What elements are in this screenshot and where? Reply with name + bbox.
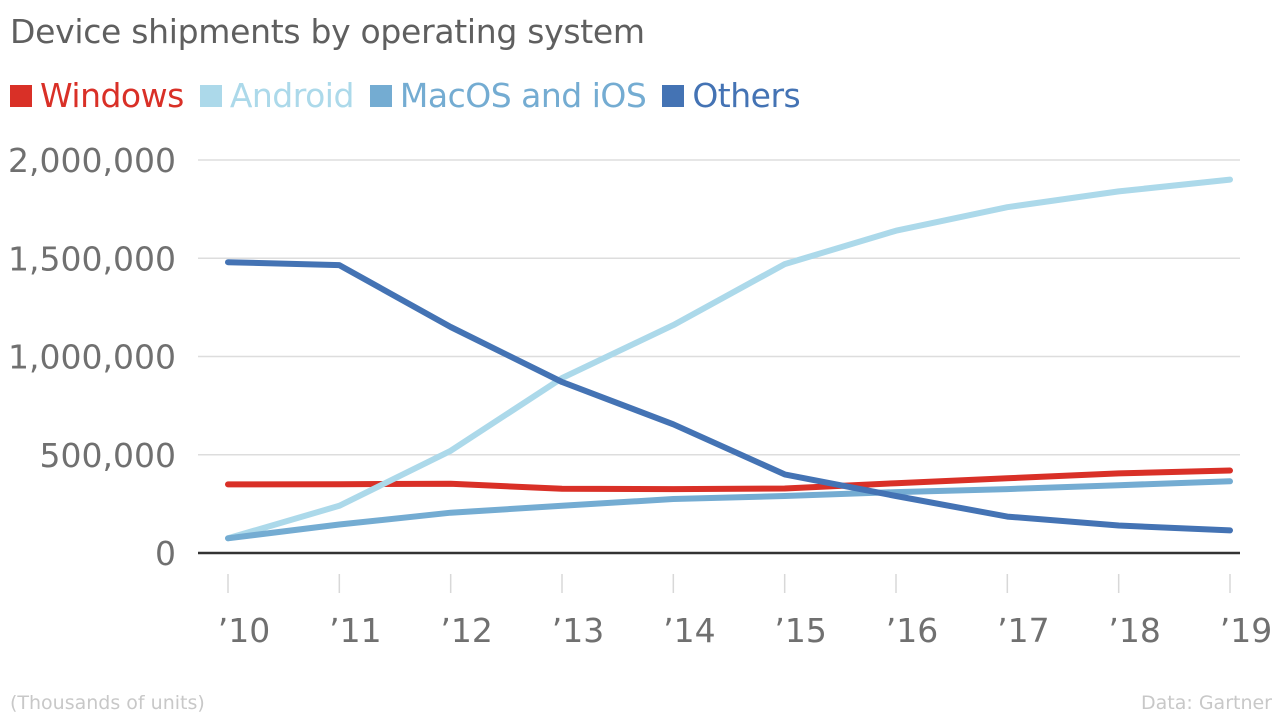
x-tick-label: ’12 xyxy=(440,611,492,650)
legend-item-macos-ios[interactable]: MacOS and iOS xyxy=(369,76,647,115)
legend-item-windows[interactable]: Windows xyxy=(10,76,184,115)
y-tick-label: 1,500,000 xyxy=(8,239,176,278)
y-tick-label: 1,000,000 xyxy=(8,338,176,377)
unit-note: (Thousands of units) xyxy=(10,692,205,714)
x-tick-label: ’10 xyxy=(218,611,270,650)
y-tick-label: 500,000 xyxy=(40,436,176,475)
x-tick-label: ’18 xyxy=(1108,611,1160,650)
series-line-android xyxy=(225,176,1233,542)
source-note: Data: Gartner xyxy=(1141,692,1272,714)
legend-swatch-macos-ios xyxy=(369,84,392,107)
legend: Windows Android MacOS and iOS Others xyxy=(10,76,816,115)
x-tick-label: ’19 xyxy=(1220,611,1272,650)
x-tick-label: ’11 xyxy=(329,611,381,650)
x-tick-label: ’15 xyxy=(774,611,826,650)
x-tick-label: ’13 xyxy=(552,611,604,650)
chart-title: Device shipments by operating system xyxy=(10,12,645,51)
legend-swatch-others xyxy=(662,84,685,107)
x-tick-label: ’17 xyxy=(997,611,1049,650)
legend-swatch-android xyxy=(199,84,222,107)
legend-label-android: Android xyxy=(229,76,355,115)
legend-label-windows: Windows xyxy=(40,76,184,115)
x-axis-ticks: ’10 ’11 ’12 ’13 ’14 ’15 ’16 ’17 ’18 ’19 xyxy=(218,574,1272,650)
x-tick-label: ’14 xyxy=(663,611,715,650)
y-tick-label: 2,000,000 xyxy=(8,141,176,180)
x-tick-label: ’16 xyxy=(886,611,938,650)
y-tick-label: 0 xyxy=(155,534,176,573)
legend-item-others[interactable]: Others xyxy=(662,76,801,115)
gridlines xyxy=(198,159,1240,555)
legend-item-android[interactable]: Android xyxy=(199,76,355,115)
series-line-windows xyxy=(225,467,1233,493)
series-line-others xyxy=(225,259,1233,534)
series-line-macos-and-ios xyxy=(225,478,1233,542)
legend-label-others: Others xyxy=(692,76,801,115)
series-lines xyxy=(225,176,1233,542)
y-axis-ticks: 0 500,000 1,000,000 1,500,000 2,000,000 xyxy=(8,141,176,573)
legend-swatch-windows xyxy=(10,84,32,107)
legend-label-macos-ios: MacOS and iOS xyxy=(399,76,647,115)
